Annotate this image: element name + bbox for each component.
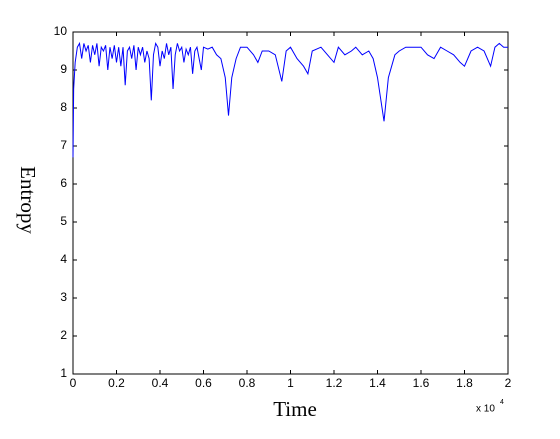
y-tick-label: 3 xyxy=(60,290,67,304)
y-tick-label: 9 xyxy=(60,62,67,76)
x-tick-label: 1 xyxy=(287,376,294,390)
x-tick-label: 0.2 xyxy=(108,376,125,390)
line-series xyxy=(72,41,508,158)
y-tick-label: 1 xyxy=(60,366,67,380)
y-tick-label: 10 xyxy=(54,24,68,38)
y-axis-label: Entropy xyxy=(16,166,40,234)
x-tick-label: 1.4 xyxy=(369,376,386,390)
y-tick-label: 2 xyxy=(60,328,67,342)
x-tick-label: 1.2 xyxy=(326,376,343,390)
x-tick-label: 0.6 xyxy=(195,376,212,390)
x-axis-label: Time xyxy=(273,397,317,421)
y-tick-label: 5 xyxy=(60,214,67,228)
x-multiplier: x 10 xyxy=(476,404,495,415)
x-tick-label: 2 xyxy=(505,376,512,390)
x-tick-label: 0.8 xyxy=(239,376,256,390)
x-tick-label: 1.6 xyxy=(413,376,430,390)
y-tick-label: 8 xyxy=(60,100,67,114)
plot-frame xyxy=(72,31,509,375)
x-tick-label: 0 xyxy=(70,376,77,390)
y-tick-label: 6 xyxy=(60,176,67,190)
x-multiplier-exp: 4 xyxy=(500,399,504,406)
x-tick-label: 0.4 xyxy=(152,376,169,390)
x-tick-label: 1.8 xyxy=(456,376,473,390)
y-tick-label: 7 xyxy=(60,138,67,152)
y-tick-label: 4 xyxy=(60,252,67,266)
